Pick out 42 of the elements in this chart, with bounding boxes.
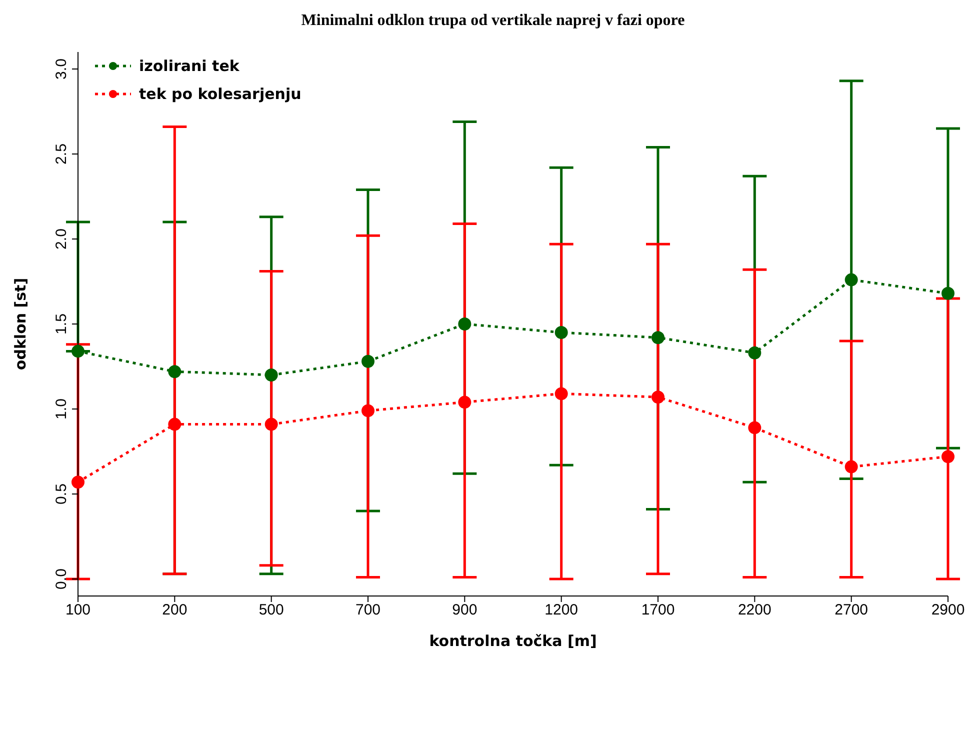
x-tick-label: 500 <box>258 602 284 619</box>
x-tick-label: 2700 <box>834 602 868 619</box>
y-tick-label: 1.5 <box>53 314 70 334</box>
x-tick-label: 1200 <box>544 602 578 619</box>
point <box>362 404 374 418</box>
x-tick-label: 900 <box>452 602 478 619</box>
point <box>72 344 84 358</box>
x-tick-label: 2200 <box>738 602 772 619</box>
point <box>652 331 664 344</box>
x-tick-label: 1700 <box>641 602 675 619</box>
point <box>168 365 182 378</box>
x-tick-label: 700 <box>355 602 381 619</box>
point <box>748 421 762 434</box>
x-tick-label: 100 <box>65 602 91 619</box>
point <box>942 286 954 300</box>
x-axis-title: kontrolna točka [m] <box>429 632 597 650</box>
point <box>844 273 858 286</box>
point <box>554 387 568 400</box>
point <box>844 460 858 474</box>
y-tick-label: 1.0 <box>53 398 70 420</box>
y-tick-label: 0.5 <box>53 484 70 504</box>
y-tick-label: 2.5 <box>53 144 70 164</box>
x-tick-label: 2900 <box>931 602 965 619</box>
point <box>652 390 664 404</box>
y-tick-label: 3.0 <box>53 58 70 80</box>
point <box>458 396 472 409</box>
point <box>264 368 278 382</box>
point <box>942 450 954 464</box>
point <box>168 418 182 431</box>
x-tick-label: 200 <box>162 602 188 619</box>
legend-label: izolirani tek <box>139 57 240 75</box>
point <box>748 346 762 360</box>
point <box>554 326 568 339</box>
y-tick-label: 2.0 <box>53 228 70 250</box>
point <box>458 318 472 330</box>
point <box>72 476 84 489</box>
y-axis-title: odklon [st] <box>11 278 30 370</box>
point <box>264 418 278 431</box>
legend-label: tek po kolesarjenju <box>139 85 302 103</box>
point <box>362 354 374 368</box>
y-tick-label: 0.0 <box>53 568 70 590</box>
chart-title: Minimalni odklon trupa od vertikale naprej v fazi opore <box>300 11 686 31</box>
